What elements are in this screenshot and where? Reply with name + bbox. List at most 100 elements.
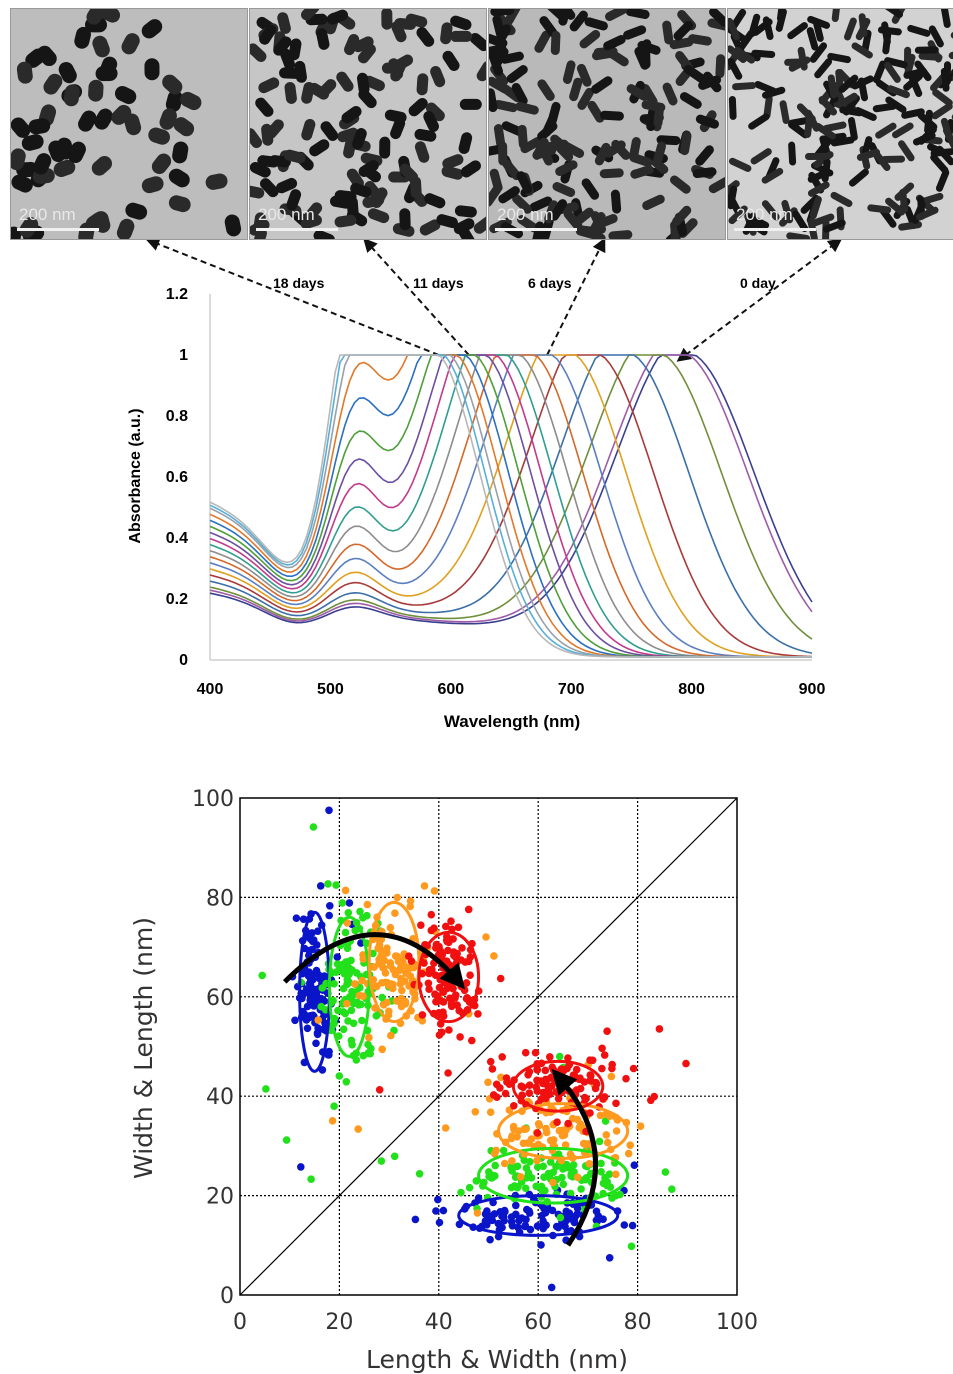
nanorod xyxy=(490,9,515,17)
nanorod xyxy=(839,106,863,117)
data-point xyxy=(299,915,308,923)
nanorod xyxy=(469,32,486,52)
data-point xyxy=(612,1170,620,1179)
cluster-ellipse xyxy=(496,1102,630,1160)
scale-bar xyxy=(734,228,816,231)
nanorod xyxy=(806,27,819,51)
data-point xyxy=(333,953,342,961)
data-point xyxy=(457,1188,465,1197)
data-point xyxy=(306,996,315,1004)
nanorod xyxy=(587,100,605,123)
data-point xyxy=(341,886,350,895)
nanorod xyxy=(707,18,725,31)
data-point xyxy=(509,1122,518,1131)
data-point xyxy=(447,999,456,1008)
nanorod xyxy=(337,127,359,143)
y-tick-label: 0.8 xyxy=(166,408,188,425)
nanorod xyxy=(250,219,270,236)
data-point xyxy=(407,957,416,965)
data-point xyxy=(485,1172,493,1181)
nanorod xyxy=(930,153,949,174)
data-point xyxy=(597,1159,605,1168)
data-point xyxy=(468,1036,476,1045)
data-point xyxy=(351,926,360,935)
nanorod xyxy=(520,136,543,154)
nanorod xyxy=(423,111,439,132)
nanorod xyxy=(583,226,606,239)
nanorod xyxy=(346,196,359,219)
nanorod xyxy=(168,195,191,213)
data-point xyxy=(258,971,267,980)
data-point xyxy=(627,1242,636,1251)
data-point xyxy=(486,1108,495,1116)
data-point xyxy=(600,1051,609,1059)
nanorod xyxy=(728,17,740,41)
data-point xyxy=(359,914,367,922)
data-point xyxy=(531,1048,540,1057)
data-point xyxy=(307,1175,315,1183)
nanorod xyxy=(916,206,939,221)
y-tick-label: 0 xyxy=(220,1284,234,1309)
nanorod xyxy=(788,121,809,139)
nanorod xyxy=(623,25,647,40)
data-point xyxy=(577,1185,585,1193)
nanorod xyxy=(728,180,740,198)
data-point xyxy=(427,910,436,919)
data-point xyxy=(533,1087,542,1095)
nanorod xyxy=(762,16,774,40)
nanorod xyxy=(454,205,477,218)
data-point xyxy=(573,1173,582,1182)
data-point xyxy=(561,1163,570,1172)
data-point xyxy=(508,1167,516,1175)
data-point xyxy=(378,993,386,1002)
data-point xyxy=(473,1209,482,1217)
y-tick-label: 20 xyxy=(206,1185,234,1210)
nanorod xyxy=(476,60,486,82)
nanorod xyxy=(822,219,846,233)
data-point xyxy=(344,957,353,966)
data-point xyxy=(624,1149,633,1158)
nanorod xyxy=(573,207,594,226)
data-point xyxy=(626,1141,634,1149)
nanorod xyxy=(250,128,263,149)
nanorod xyxy=(346,168,364,189)
nanorod xyxy=(637,39,652,63)
data-point xyxy=(533,1222,542,1230)
x-tick-label: 0 xyxy=(233,1310,247,1335)
data-point xyxy=(444,1069,452,1077)
nanorod xyxy=(908,74,923,97)
spectrum-line xyxy=(209,354,812,658)
data-point xyxy=(554,1223,563,1232)
x-tick-label: 20 xyxy=(325,1310,353,1335)
data-point xyxy=(466,971,474,979)
nanorod xyxy=(748,113,770,130)
axes: 400 500 600 700 800 900 0 0.2 0.4 0.6 0.8 1 1.2 xyxy=(166,286,826,698)
data-point xyxy=(520,1156,528,1164)
nanorod xyxy=(489,44,507,57)
annotation-6-days: 6 days xyxy=(528,275,572,291)
nanorod xyxy=(695,145,714,166)
data-point xyxy=(393,952,401,961)
data-point xyxy=(498,1053,507,1061)
nanorod xyxy=(746,214,770,229)
scale-label: 200 nm xyxy=(19,205,76,224)
nanorod xyxy=(515,101,539,115)
nanorod xyxy=(442,154,464,170)
nanorod xyxy=(683,64,706,83)
nanorod xyxy=(814,58,833,79)
nanorod xyxy=(313,230,335,239)
nanorod xyxy=(320,121,339,141)
nanorod xyxy=(912,132,936,146)
nanorod xyxy=(546,9,568,22)
data-point xyxy=(438,951,447,959)
nanorod xyxy=(843,17,857,41)
x-tick-label: 40 xyxy=(425,1310,453,1335)
scale-bar xyxy=(17,228,99,231)
data-point xyxy=(328,1117,337,1125)
nanorod xyxy=(453,218,475,235)
data-point xyxy=(579,1139,588,1148)
nanorod xyxy=(818,95,837,116)
data-point xyxy=(432,1207,440,1215)
data-point xyxy=(343,944,352,953)
nanorod xyxy=(640,84,658,106)
